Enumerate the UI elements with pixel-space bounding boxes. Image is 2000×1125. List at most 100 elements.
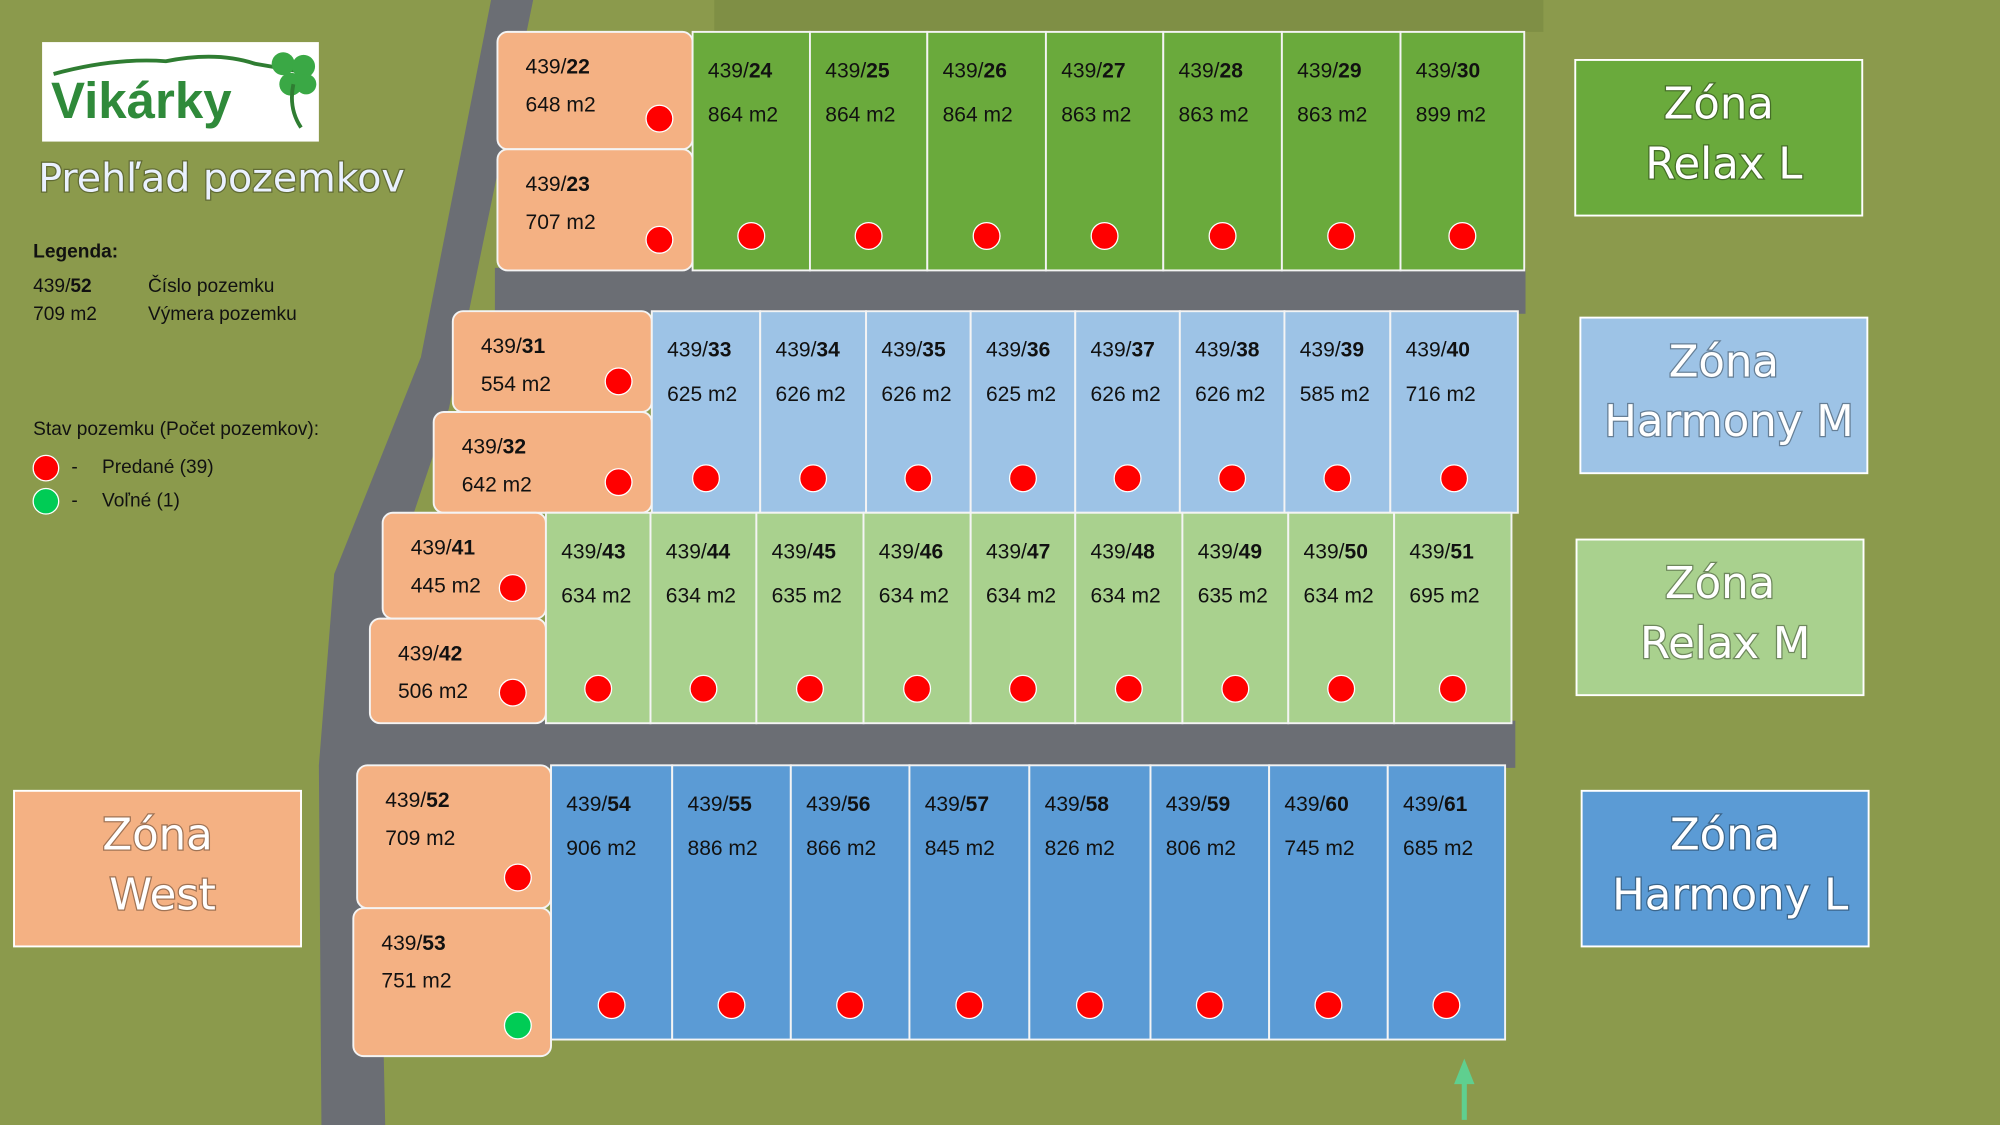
plot-area: 634 m2	[666, 585, 736, 608]
plot-number-suffix: 49	[1239, 540, 1262, 563]
plot	[432, 411, 653, 514]
plot-number: 439/48	[1091, 540, 1156, 563]
status-dot	[691, 464, 721, 493]
zone-box	[1580, 789, 1870, 948]
plot-area: 826 m2	[1045, 837, 1115, 860]
plot-number: 439/23	[526, 173, 590, 196]
plot-area: 745 m2	[1284, 837, 1354, 860]
plot-number: 439/52	[385, 789, 449, 812]
plot-number: 439/47	[986, 540, 1050, 563]
plot-number: 439/44	[666, 540, 731, 563]
plot-area: 635 m2	[772, 585, 842, 608]
status-dot	[1008, 464, 1037, 493]
legend-dot	[32, 487, 60, 515]
plot-number-suffix: 46	[920, 540, 943, 563]
plot-number: 439/25	[825, 59, 890, 82]
status-dot	[1195, 991, 1224, 1020]
north-arrow	[1454, 1058, 1475, 1120]
status-dot	[503, 1011, 532, 1040]
plot-area: 864 m2	[825, 104, 895, 127]
plot-number-suffix: 35	[922, 338, 946, 361]
zone-name: Harmony M	[1604, 397, 1853, 447]
plot-number-suffix: 53	[422, 931, 445, 954]
hedge	[714, 0, 1544, 32]
status-dot	[737, 221, 766, 250]
plot-number-prefix: 439/	[806, 792, 847, 815]
plot-number-suffix: 28	[1220, 59, 1244, 82]
logo-text: Vikárky	[51, 72, 232, 129]
plot	[381, 511, 547, 620]
plot-number: 439/31	[481, 335, 546, 358]
plot-number: 439/38	[1195, 338, 1260, 361]
plot-number-suffix: 30	[1457, 59, 1480, 82]
zones: Zóna Relax L Zóna Harmony M Zóna Relax M Zóna H…	[13, 58, 1870, 948]
status-dot	[1221, 674, 1250, 703]
plot	[368, 617, 547, 725]
plot-number-prefix: 439/	[381, 931, 422, 954]
plot-number-prefix: 439/	[688, 792, 729, 815]
plot-area: 506 m2	[398, 680, 468, 703]
legend-status-title: Stav pozemku (Počet pozemkov):	[33, 419, 319, 440]
legend-title: Legenda:	[33, 242, 118, 263]
plot-number-suffix: 47	[1027, 540, 1050, 563]
legend-label: Predané (39)	[102, 457, 214, 478]
status-dot	[1208, 221, 1237, 250]
road	[494, 267, 1526, 314]
zone-box	[1579, 316, 1869, 475]
legend-dot	[32, 454, 60, 482]
legend-number-text: Číslo pozemku	[148, 275, 274, 297]
plot-area: 707 m2	[526, 211, 596, 234]
plot-area: 626 m2	[1195, 383, 1265, 406]
logo-clover	[271, 52, 317, 129]
plot-number-suffix: 34	[816, 338, 840, 361]
status-dot	[854, 221, 883, 250]
logo-hills	[53, 54, 301, 76]
plot-number: 439/27	[1061, 59, 1125, 82]
plot-number-prefix: 439/	[526, 173, 567, 196]
plot-area: 863 m2	[1179, 104, 1249, 127]
plot-number: 439/40	[1406, 338, 1470, 361]
plot-number-suffix: 61	[1444, 792, 1468, 815]
plot-number: 439/24	[708, 59, 773, 82]
plot-number-prefix: 439/	[561, 540, 602, 563]
plot-area: 863 m2	[1297, 104, 1367, 127]
plot-number-suffix: 27	[1102, 59, 1125, 82]
plot-number-prefix: 439/	[411, 536, 452, 559]
plot-area: 634 m2	[1304, 585, 1374, 608]
plots: 439/22 648 m2 439/23 707 m2 439/24 864 m2 439/…	[352, 30, 1526, 1058]
plot-number: 439/59	[1166, 792, 1230, 815]
status-dot	[795, 674, 824, 703]
plot-number: 439/34	[776, 338, 841, 361]
plot-number-suffix: 43	[602, 540, 625, 563]
plot-number: 439/56	[806, 792, 870, 815]
plot-number: 439/41	[411, 536, 476, 559]
status-dot	[955, 991, 984, 1020]
status-dot	[604, 367, 633, 396]
plot-number: 439/42	[398, 642, 462, 665]
plot-number: 439/51	[1409, 540, 1474, 563]
plot-number-prefix: 439/	[776, 338, 817, 361]
plot-number-prefix: 439/	[1403, 792, 1444, 815]
plot-number-suffix: 54	[607, 792, 631, 815]
plot-number-prefix: 439/	[881, 338, 922, 361]
plot-area: 906 m2	[566, 837, 636, 860]
status-dot	[904, 464, 933, 493]
plot-number-suffix: 41	[452, 536, 476, 559]
plot-area: 716 m2	[1406, 383, 1476, 406]
zone-title: Zóna	[1664, 80, 1774, 130]
plot-area: 554 m2	[481, 373, 551, 396]
plot-number: 439/53	[381, 931, 445, 954]
plot-number: 439/29	[1297, 59, 1361, 82]
status-dot	[1323, 464, 1352, 493]
plot-number-suffix: 39	[1341, 338, 1364, 361]
legend-area: 709 m2	[33, 304, 97, 325]
plot-area: 585 m2	[1300, 383, 1370, 406]
plot-number-suffix: 40	[1447, 338, 1470, 361]
status-dot	[604, 468, 633, 497]
plot-number: 439/60	[1284, 792, 1348, 815]
zone-title: Zóna	[1665, 559, 1775, 609]
plot-number: 439/32	[462, 435, 526, 458]
plot-number-suffix: 31	[522, 335, 546, 358]
plot-area: 635 m2	[1198, 585, 1268, 608]
